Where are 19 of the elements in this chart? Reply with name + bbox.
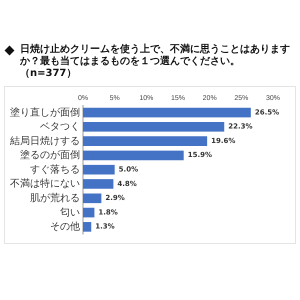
y-tick-label: 塗り直しが面倒 [10,106,80,118]
y-tick-label: 肌が荒れる [30,192,80,204]
bar [83,208,94,218]
bar [83,193,102,204]
bar [83,108,251,118]
y-tick-label: 塗るのが面倒 [20,149,80,162]
bar [83,150,184,160]
y-tick-label: すぐ落ちる [30,163,80,176]
bar [83,164,115,175]
bar [83,179,114,189]
y-tick-label: 不満は特にない [10,178,80,190]
bar [83,122,224,132]
bar [83,222,92,232]
y-tick-label: その他 [50,220,80,233]
y-tick-label: 結局日焼けする [9,134,80,147]
bar [83,136,208,146]
chart-title: 日焼け止めクリームを使う上で、不満に思うことはありますか？最も当てはまるものを１つ選んでください。（n=377） [20,44,291,80]
y-tick-label: ベタつく [40,122,80,133]
y-tick-label: 匂い [60,206,80,218]
